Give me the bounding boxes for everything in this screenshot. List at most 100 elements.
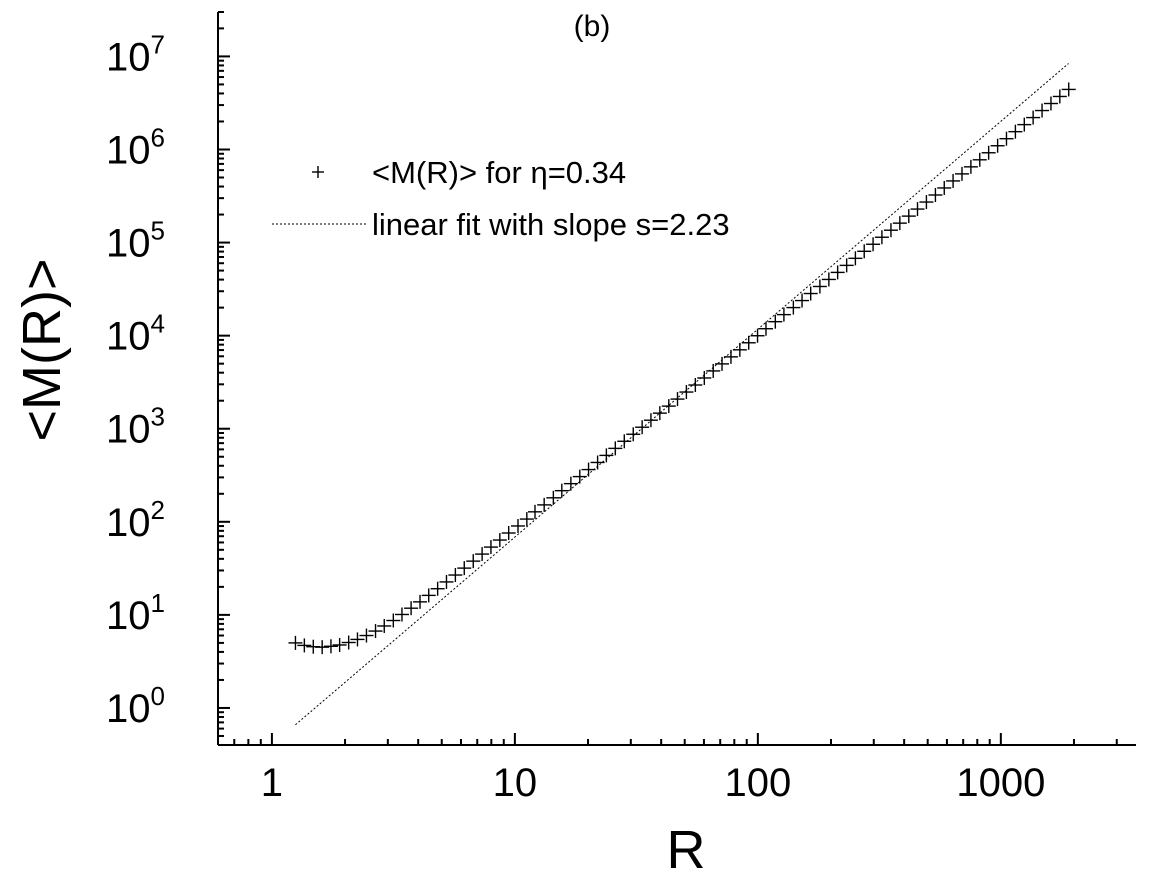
data-point [928, 187, 943, 202]
legend-label-fit: linear fit with slope s=2.23 [372, 207, 730, 242]
x-tick-label: 1000 [956, 761, 1045, 805]
data-point [670, 392, 685, 407]
x-tick-labels: 1 10 100 1000 [261, 761, 1046, 805]
y-tick-base: 10 [106, 408, 151, 452]
y-tick-label: 107 [106, 29, 165, 79]
data-point [421, 588, 436, 603]
data-point [288, 635, 303, 650]
data-point [581, 462, 596, 477]
data-point [972, 152, 987, 167]
data-point [510, 518, 525, 533]
data-point [910, 202, 925, 217]
data-point [715, 356, 730, 371]
data-point [830, 265, 845, 280]
y-tick-label: 100 [106, 681, 165, 731]
data-point [404, 601, 419, 616]
legend-plus-glyph [312, 166, 324, 178]
data-point [741, 335, 756, 350]
data-point [457, 561, 472, 576]
data-point [643, 413, 658, 428]
x-tick-label: 10 [493, 761, 538, 805]
data-point [394, 607, 409, 622]
data-point [635, 420, 650, 435]
y-axis-title: <M(R)> [12, 258, 72, 441]
data-point [341, 635, 356, 650]
data-point [608, 441, 623, 456]
y-tick-label: 106 [106, 122, 165, 172]
legend-label-points: <M(R)> for η=0.34 [372, 155, 626, 190]
data-point [1017, 117, 1032, 132]
data-point [554, 483, 569, 498]
data-point [946, 173, 961, 188]
data-point [466, 554, 481, 569]
data-points [288, 82, 1076, 655]
data-point [359, 628, 374, 643]
data-point [732, 342, 747, 357]
fit-line [295, 63, 1069, 726]
data-point [652, 406, 667, 421]
data-point [386, 613, 401, 628]
data-point [546, 490, 561, 505]
y-tick-exponent: 7 [151, 29, 165, 59]
data-point [999, 131, 1014, 146]
data-point [350, 632, 365, 647]
data-point [439, 574, 454, 589]
data-point [483, 540, 498, 555]
y-tick-label: 102 [106, 495, 165, 545]
data-point [812, 279, 827, 294]
x-tick-label: 100 [724, 761, 791, 805]
data-point [866, 237, 881, 252]
data-point [901, 209, 916, 224]
data-point [795, 293, 810, 308]
y-tick-exponent: 5 [151, 216, 165, 246]
y-tick-exponent: 1 [151, 588, 165, 618]
data-point [617, 434, 632, 449]
y-tick-exponent: 2 [151, 495, 165, 525]
y-tick-exponent: 6 [151, 122, 165, 152]
panel-label: (b) [574, 10, 611, 43]
data-point [430, 581, 445, 596]
data-point [857, 244, 872, 259]
data-point [413, 594, 428, 609]
data-point [839, 258, 854, 273]
legend: <M(R)> for η=0.34 linear fit with slope … [272, 155, 730, 242]
y-tick-base: 10 [106, 128, 151, 172]
y-tick-base: 10 [106, 501, 151, 545]
data-point [501, 526, 516, 541]
data-point [803, 286, 818, 301]
y-tick-exponent: 0 [151, 681, 165, 711]
data-point [883, 223, 898, 238]
data-point [776, 307, 791, 322]
data-point [688, 378, 703, 393]
data-point [332, 637, 347, 652]
y-tick-base: 10 [106, 222, 151, 266]
data-point [563, 476, 578, 491]
data-point [626, 427, 641, 442]
data-point [768, 314, 783, 329]
data-point [697, 370, 712, 385]
data-point [937, 180, 952, 195]
data-point [492, 533, 507, 548]
data-point [1026, 110, 1041, 125]
y-tick-label: 103 [106, 402, 165, 452]
data-point [919, 195, 934, 210]
data-point [599, 448, 614, 463]
tick-marks [217, 11, 1118, 746]
data-point [821, 272, 836, 287]
data-point [1035, 103, 1050, 118]
y-tick-label: 104 [106, 309, 165, 359]
y-tick-exponent: 3 [151, 402, 165, 432]
data-point [981, 145, 996, 160]
y-tick-base: 10 [106, 594, 151, 638]
y-tick-base: 10 [106, 315, 151, 359]
data-point [475, 547, 490, 562]
data-point [874, 230, 889, 245]
data-point [1043, 96, 1058, 111]
y-tick-base: 10 [106, 687, 151, 731]
y-tick-label: 101 [106, 588, 165, 638]
data-point [1052, 89, 1067, 104]
y-tick-label: 105 [106, 216, 165, 266]
